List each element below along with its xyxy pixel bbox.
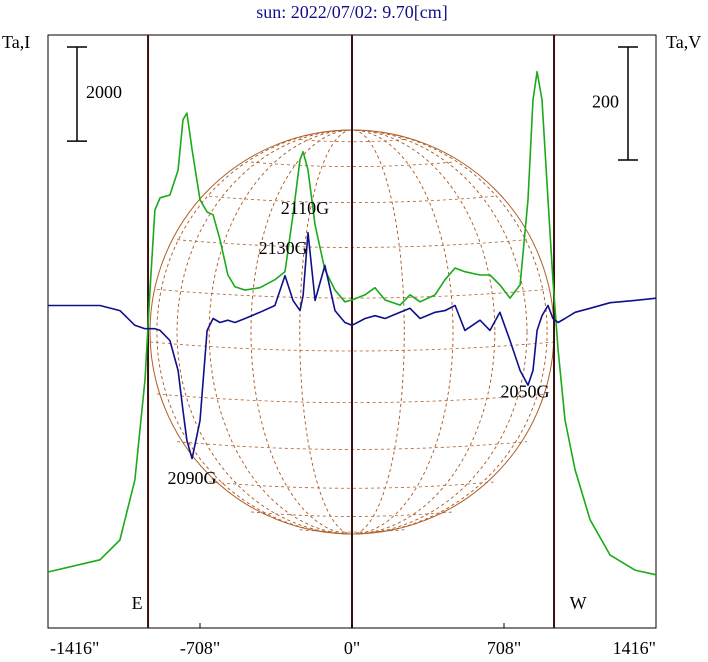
scale-bar-label: 2000 <box>86 82 122 102</box>
x-tick-label: 1416" <box>613 638 656 658</box>
x-tick-label: 708" <box>487 638 521 658</box>
x-tick-label: 0" <box>344 638 360 658</box>
series-line <box>47 70 657 576</box>
chart-title: sun: 2022/07/02: 9.70[cm] <box>256 2 448 22</box>
parallel <box>156 288 548 299</box>
parallel <box>250 511 454 517</box>
x-tick-label: -1416" <box>50 638 99 658</box>
annotation: 2050G <box>501 381 550 401</box>
parallel <box>209 195 495 203</box>
annotation: W <box>570 593 587 613</box>
parallel <box>156 393 548 404</box>
y2-axis-label: Ta,V <box>666 32 701 52</box>
annotation: E <box>132 593 143 613</box>
parallel <box>250 161 454 167</box>
annotation: 2130G <box>259 238 308 258</box>
annotation: 2110G <box>281 198 329 218</box>
parallel <box>209 481 495 489</box>
series-line <box>48 231 657 460</box>
parallel <box>149 341 555 352</box>
x-tick-label: -708" <box>180 638 220 658</box>
y-axis-label: Ta,I <box>2 32 30 52</box>
annotation: 2090G <box>168 468 217 488</box>
meridian <box>156 129 548 535</box>
scale-bar-label: 200 <box>592 92 619 112</box>
